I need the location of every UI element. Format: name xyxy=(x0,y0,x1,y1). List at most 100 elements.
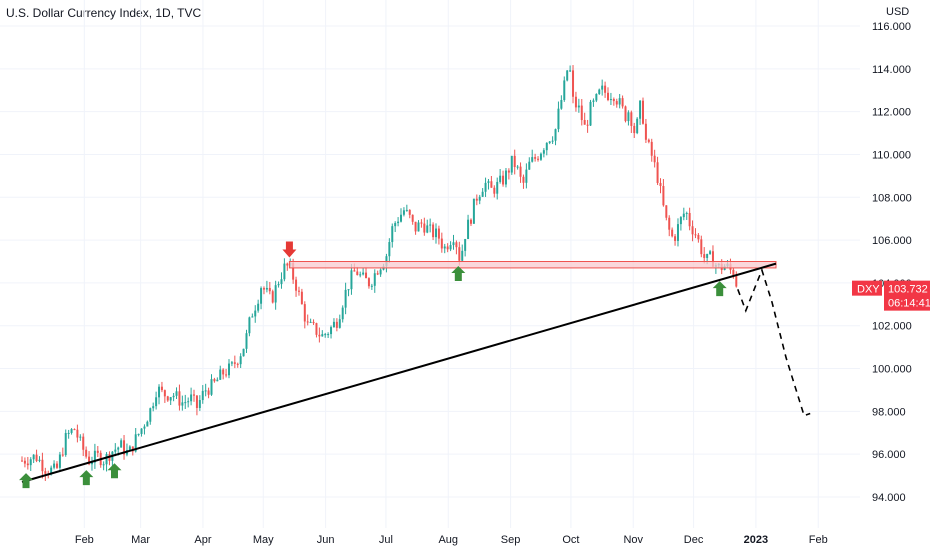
candle-body xyxy=(210,379,213,395)
candle-body xyxy=(391,226,394,243)
candle-body xyxy=(85,449,88,457)
candle-body xyxy=(563,80,566,101)
candle-body xyxy=(525,169,528,183)
candle-body xyxy=(195,395,198,408)
candle-body xyxy=(458,247,461,261)
candle-body xyxy=(703,254,706,258)
candle-body xyxy=(67,432,70,434)
candle-body xyxy=(504,170,507,185)
candle-body xyxy=(440,238,443,249)
candle-body xyxy=(53,463,56,468)
candle-body xyxy=(163,390,166,397)
candle-body xyxy=(659,182,662,187)
x-tick-label: Apr xyxy=(194,534,211,546)
candle-body xyxy=(155,397,158,407)
candle-body xyxy=(140,428,143,434)
projection-path xyxy=(737,267,811,417)
candle-body xyxy=(519,166,522,177)
y-axis-unit-label: USD xyxy=(886,6,909,18)
candle-body xyxy=(257,303,260,311)
candle-body xyxy=(469,219,472,224)
candle-body xyxy=(429,224,432,226)
candle-body xyxy=(539,153,542,160)
candle-body xyxy=(114,449,117,452)
candle-body xyxy=(583,120,586,125)
candle-body xyxy=(452,242,455,246)
up-arrow-icon xyxy=(19,473,34,489)
candle-body xyxy=(166,396,169,401)
symbol-label: DXY xyxy=(857,284,880,296)
candle-body xyxy=(309,321,312,323)
candle-body xyxy=(79,436,82,438)
candle-body xyxy=(70,429,73,433)
symbol-badge xyxy=(852,280,882,296)
candle-body xyxy=(662,186,665,206)
candle-body xyxy=(601,85,604,90)
candle-body xyxy=(265,287,268,290)
candle-body xyxy=(233,362,236,364)
candle-body xyxy=(394,223,397,227)
x-tick-label: Oct xyxy=(562,534,579,546)
candle-body xyxy=(187,401,190,403)
candle-body xyxy=(493,187,496,194)
candle-body xyxy=(633,125,636,134)
candle-body xyxy=(627,112,630,122)
price-axis[interactable]: USD 116.000 114.000 112.000 110.000 108.000 1… xyxy=(872,6,912,504)
candle-body xyxy=(551,140,554,142)
candle-body xyxy=(685,212,688,214)
candle-body xyxy=(516,166,519,168)
candle-body xyxy=(280,279,283,285)
candle-body xyxy=(443,246,446,249)
markers xyxy=(19,241,727,489)
candle-body xyxy=(478,196,481,201)
candle-body xyxy=(507,170,510,173)
candle-body xyxy=(449,245,452,250)
candle-body xyxy=(303,304,306,322)
candle-body xyxy=(335,321,338,328)
support-trendline xyxy=(21,262,777,483)
candle-body xyxy=(76,429,79,438)
candle-body xyxy=(21,460,23,462)
candle-body xyxy=(283,263,286,280)
candle-body xyxy=(204,390,207,392)
candle-body xyxy=(604,85,607,93)
candle-body xyxy=(277,284,280,286)
candle-body xyxy=(423,223,426,233)
candle-body xyxy=(41,459,44,472)
candle-body xyxy=(682,213,685,218)
candle-body xyxy=(201,390,204,401)
candle-body xyxy=(327,334,330,336)
candle-body xyxy=(397,221,400,224)
x-tick-label: Nov xyxy=(623,534,643,546)
candle-body xyxy=(82,436,85,450)
candle-body xyxy=(117,447,120,450)
y-tick-label: 98.000 xyxy=(872,406,906,418)
candle-body xyxy=(560,100,563,109)
candle-body xyxy=(437,228,440,239)
candle-body xyxy=(347,289,350,291)
candle-body xyxy=(268,287,271,292)
resistance-zone xyxy=(288,261,777,269)
candle-body xyxy=(676,224,679,241)
up-arrow-icon xyxy=(107,463,122,479)
candle-body xyxy=(227,363,230,376)
candle-body xyxy=(61,454,64,456)
candle-body xyxy=(300,291,303,305)
candle-body xyxy=(688,212,691,227)
candle-body xyxy=(668,217,671,230)
candle-body xyxy=(230,362,233,364)
candle-body xyxy=(376,273,379,275)
candle-body xyxy=(417,222,420,232)
candle-body xyxy=(152,406,155,409)
up-arrow-icon xyxy=(712,281,727,297)
y-tick-label: 94.000 xyxy=(872,492,906,504)
candle-body xyxy=(137,433,140,435)
candle-body xyxy=(545,142,548,151)
candle-body xyxy=(598,89,601,95)
candle-body xyxy=(388,242,391,257)
time-axis[interactable]: Feb Mar Apr May Jun Jul Aug Sep Oct Nov Dec 2023 Feb xyxy=(75,534,828,546)
candle-body xyxy=(143,426,146,429)
candle-body xyxy=(373,273,376,286)
candle-body xyxy=(260,288,263,304)
